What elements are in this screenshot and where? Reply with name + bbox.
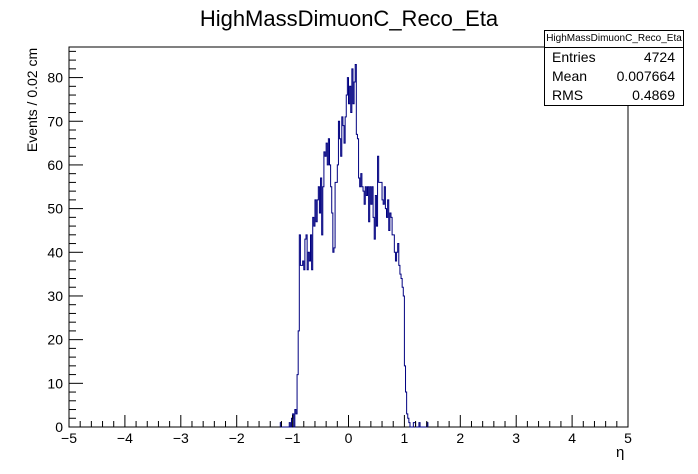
- x-tick-label: 3: [512, 430, 520, 446]
- stats-value: 0.4869: [632, 87, 675, 103]
- x-tick-label: −4: [117, 430, 133, 446]
- x-tick-label: −2: [229, 430, 245, 446]
- stats-row-mean: Mean 0.007664: [545, 67, 683, 86]
- stats-title: HighMassDimuonC_Reco_Eta: [545, 31, 683, 48]
- y-tick-label: 30: [47, 288, 63, 304]
- stats-row-entries: Entries 4724: [545, 48, 683, 67]
- y-tick-label: 20: [47, 332, 63, 348]
- stats-value: 0.007664: [616, 68, 675, 84]
- y-tick-label: 50: [47, 201, 63, 217]
- chart-title: HighMassDimuonC_Reco_Eta: [199, 6, 499, 31]
- histogram-series: [279, 63, 429, 428]
- stats-row-rms: RMS 0.4869: [545, 86, 683, 105]
- stats-box: HighMassDimuonC_Reco_Eta Entries 4724 Me…: [544, 30, 684, 106]
- x-tick-label: 1: [401, 430, 409, 446]
- y-tick-label: 60: [47, 157, 63, 173]
- y-tick-label: 0: [55, 419, 63, 435]
- x-axis-label: η: [616, 444, 625, 461]
- stats-label: RMS: [552, 87, 584, 103]
- y-tick-label: 80: [47, 70, 63, 86]
- x-tick-label: 0: [345, 430, 353, 446]
- stats-label: Entries: [552, 49, 596, 65]
- x-tick-label: −1: [285, 430, 301, 446]
- x-tick-label: −3: [173, 430, 189, 446]
- x-tick-label: −5: [61, 430, 77, 446]
- y-tick-label: 10: [47, 375, 63, 391]
- y-tick-label: 70: [47, 113, 63, 129]
- y-tick-label: 40: [47, 244, 63, 260]
- x-tick-label: 2: [456, 430, 464, 446]
- x-tick-label: 5: [624, 430, 632, 446]
- x-tick-label: 4: [568, 430, 576, 446]
- stats-value: 4724: [643, 49, 675, 65]
- y-axis-label: Events / 0.02 cm: [24, 47, 40, 153]
- stats-label: Mean: [552, 68, 588, 84]
